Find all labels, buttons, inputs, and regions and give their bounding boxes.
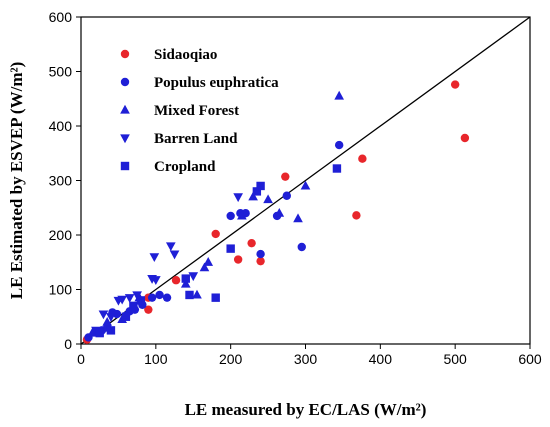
point-cropland: [252, 187, 262, 196]
legend-label-cropland: Cropland: [154, 159, 216, 175]
point-mixed-forest: [293, 213, 303, 223]
y-tick-label: 400: [49, 118, 73, 134]
point-barren-land: [233, 193, 243, 203]
point-barren-land: [165, 242, 176, 252]
point-cropland: [211, 293, 220, 302]
y-tick-label: 100: [49, 282, 73, 298]
point-populus-euphratica: [147, 293, 157, 302]
point-populus-euphratica: [226, 211, 235, 221]
point-barren-land: [149, 253, 160, 263]
legend-label-sidaoqiao: Sidaoqiao: [154, 47, 217, 63]
legend-marker-barren-land: [120, 134, 130, 144]
point-mixed-forest: [248, 191, 258, 201]
point-barren-land: [124, 294, 135, 303]
y-tick-label: 600: [49, 9, 73, 25]
point-barren-land: [106, 313, 116, 322]
point-mixed-forest: [192, 289, 202, 299]
point-barren-land: [117, 295, 127, 305]
point-barren-land: [98, 310, 109, 320]
legend-label-mixed-forest: Mixed Forest: [154, 103, 239, 119]
point-cropland: [185, 290, 194, 300]
x-tick-label: 0: [77, 351, 85, 367]
point-cropland: [129, 301, 138, 311]
point-sidaoqiao: [281, 172, 290, 181]
point-populus-euphratica: [155, 290, 164, 300]
legend-label-populus-euphratica: Populus euphratica: [154, 75, 279, 91]
point-mixed-forest: [274, 207, 285, 217]
point-populus-euphratica: [162, 293, 172, 302]
y-tick-label: 300: [49, 173, 73, 189]
point-cropland: [332, 164, 342, 173]
point-sidaoqiao: [144, 305, 153, 314]
legend-label-barren-land: Barren Land: [154, 131, 238, 147]
point-barren-land: [151, 276, 161, 285]
point-sidaoqiao: [352, 211, 361, 220]
point-populus-euphratica: [297, 242, 306, 252]
point-mixed-forest: [334, 90, 345, 100]
axis-ticks: 0 100 200 300 400 500 600 0 100 200 300 400 500 600: [49, 9, 542, 367]
point-barren-land: [188, 272, 199, 282]
legend-marker-populus-euphratica: [120, 77, 130, 87]
point-populus-euphratica: [112, 309, 122, 319]
legend: Sidaoqiao Populus euphratica Mixed Forest B…: [120, 47, 279, 175]
point-mixed-forest: [203, 257, 214, 266]
point-mixed-forest: [263, 194, 273, 204]
x-tick-label: 300: [294, 351, 318, 367]
y-axis-title: LE Estimated by ESVEP (W/m²): [7, 62, 26, 299]
point-populus-euphratica: [334, 140, 344, 150]
x-tick-label: 500: [443, 351, 467, 367]
y-tick-label: 500: [49, 64, 73, 80]
point-populus-euphratica: [282, 191, 291, 200]
y-tick-label: 200: [49, 227, 73, 243]
x-tick-label: 100: [144, 351, 168, 367]
point-cropland: [181, 274, 190, 283]
point-mixed-forest: [102, 316, 113, 326]
point-mixed-forest: [199, 262, 210, 272]
x-tick-label: 600: [518, 351, 542, 367]
point-sidaoqiao: [211, 229, 220, 239]
point-mixed-forest: [300, 180, 311, 190]
legend-marker-sidaoqiao: [120, 49, 130, 59]
point-mixed-forest: [87, 327, 98, 337]
point-cropland: [95, 328, 104, 338]
point-cropland: [106, 326, 116, 335]
x-axis-title: LE measured by EC/LAS (W/m²): [185, 400, 427, 419]
point-cropland: [121, 312, 131, 321]
point-barren-land: [132, 291, 142, 301]
point-sidaoqiao: [247, 238, 256, 248]
point-cropland: [256, 181, 265, 191]
point-cropland: [226, 244, 235, 253]
point-cropland: [136, 296, 146, 305]
legend-marker-mixed-forest: [120, 104, 130, 114]
y-tick-label: 0: [64, 336, 72, 352]
point-sidaoqiao: [233, 255, 243, 264]
point-sidaoqiao: [171, 276, 181, 285]
point-sidaoqiao: [460, 133, 470, 143]
point-populus-euphratica: [256, 249, 265, 259]
one-to-one-line-path: [80, 16, 531, 345]
legend-marker-cropland: [120, 161, 130, 171]
x-tick-label: 400: [369, 351, 393, 367]
point-mixed-forest: [180, 278, 191, 288]
data-points: [82, 80, 470, 344]
point-mixed-forest: [237, 210, 247, 220]
point-sidaoqiao: [450, 80, 460, 89]
one-to-one-line: [80, 16, 531, 345]
point-sidaoqiao: [256, 256, 265, 266]
x-tick-label: 200: [219, 351, 243, 367]
point-sidaoqiao: [358, 154, 367, 163]
point-barren-land: [169, 250, 180, 260]
